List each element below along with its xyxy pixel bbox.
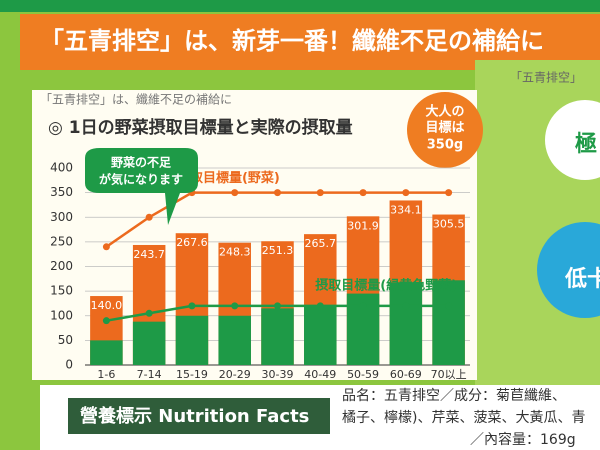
x-tick-label: 15-19 xyxy=(176,368,208,381)
x-tick-label: 40-49 xyxy=(304,368,336,381)
y-tick-label: 150 xyxy=(50,284,73,298)
y-tick-label: 0 xyxy=(65,358,73,372)
value-label: 243.7 xyxy=(133,248,165,261)
point xyxy=(359,302,367,310)
bar xyxy=(432,280,465,365)
point xyxy=(102,317,110,325)
point xyxy=(402,302,410,310)
callout-text: 目標は xyxy=(425,120,464,136)
badge-text: 極 xyxy=(575,131,597,157)
speech-bubble xyxy=(85,148,198,225)
value-label: 140.0 xyxy=(91,299,123,312)
y-tick-label: 350 xyxy=(50,185,73,199)
side-brand: 「五青排空」 xyxy=(510,71,582,85)
bar xyxy=(304,306,337,365)
point xyxy=(359,189,367,197)
point xyxy=(145,309,153,317)
plot: 0 50 100 150 200 250 300 350 400 1-6 7-14 15-19 20-2… xyxy=(50,161,470,381)
point xyxy=(316,189,324,197)
value-label: 334.1 xyxy=(390,203,422,216)
value-label: 305.5 xyxy=(433,218,465,231)
badge xyxy=(545,100,600,180)
chart-title: ◎ 1日の野菜摂取目標量と実際の摂取量 xyxy=(48,117,353,138)
point xyxy=(445,189,453,197)
badge xyxy=(537,222,600,318)
y-tick-label: 100 xyxy=(50,308,73,322)
point xyxy=(188,302,196,310)
top-strip xyxy=(0,0,600,12)
callout-text: 350g xyxy=(427,138,463,153)
point xyxy=(145,213,153,221)
nutrition-box xyxy=(68,398,330,434)
bar xyxy=(218,315,251,365)
point xyxy=(102,243,110,251)
line-label: 摂取目標量(野菜) xyxy=(177,170,280,186)
point xyxy=(445,302,453,310)
point xyxy=(274,302,281,310)
footer-line: ／內容量：169g xyxy=(470,431,576,448)
x-tick-label: 70以上 xyxy=(431,368,467,381)
value-label: 251.3 xyxy=(262,244,294,257)
point xyxy=(231,189,239,197)
bubble-text: が気になります xyxy=(99,172,183,187)
bar xyxy=(132,321,166,365)
value-label: 265.7 xyxy=(305,237,337,250)
y-tick-label: 250 xyxy=(50,234,73,248)
y-tick-label: 300 xyxy=(50,210,73,224)
value-label: 301.9 xyxy=(347,219,379,232)
badge-text: 低卡 xyxy=(564,267,600,292)
point xyxy=(274,189,281,197)
x-tick-label: 7-14 xyxy=(137,368,162,381)
bar xyxy=(175,315,209,365)
bar xyxy=(389,282,423,365)
x-tick-label: 1-6 xyxy=(97,368,115,381)
x-tick-label: 60-69 xyxy=(390,368,422,381)
y-tick-label: 200 xyxy=(50,259,73,273)
nutrition-title: 營養標示 Nutrition Facts xyxy=(80,405,309,427)
point xyxy=(231,302,239,310)
footer-line: 橘子、檸檬)、芹菜、菠菜、大黃瓜、青 xyxy=(342,410,585,426)
x-tick-label: 50-59 xyxy=(347,368,379,381)
bubble-text: 野菜の不足 xyxy=(111,155,171,170)
y-tick-label: 400 xyxy=(50,161,73,175)
callout-bubble xyxy=(407,92,483,168)
point xyxy=(316,302,324,310)
x-tick-label: 30-39 xyxy=(262,368,294,381)
line-label: 摂取目標量(緑黄色野菜) xyxy=(315,277,457,293)
banner-text: 「五青排空」は、新芽一番！纖維不足の補給に xyxy=(40,27,544,55)
chart-subtitle: 「五青排空」は、纖維不足の補給に xyxy=(40,93,232,107)
x-tick-label: 20-29 xyxy=(219,368,251,381)
y-tick-label: 50 xyxy=(58,333,73,347)
value-label: 267.6 xyxy=(176,236,208,249)
footer-line: 品名：五青排空／成分：菊苣纖維、 xyxy=(342,388,566,404)
value-label: 248.3 xyxy=(219,246,251,259)
callout-text: 大人の xyxy=(425,104,464,120)
bar xyxy=(90,340,123,365)
point xyxy=(402,189,410,197)
bar xyxy=(261,308,294,365)
